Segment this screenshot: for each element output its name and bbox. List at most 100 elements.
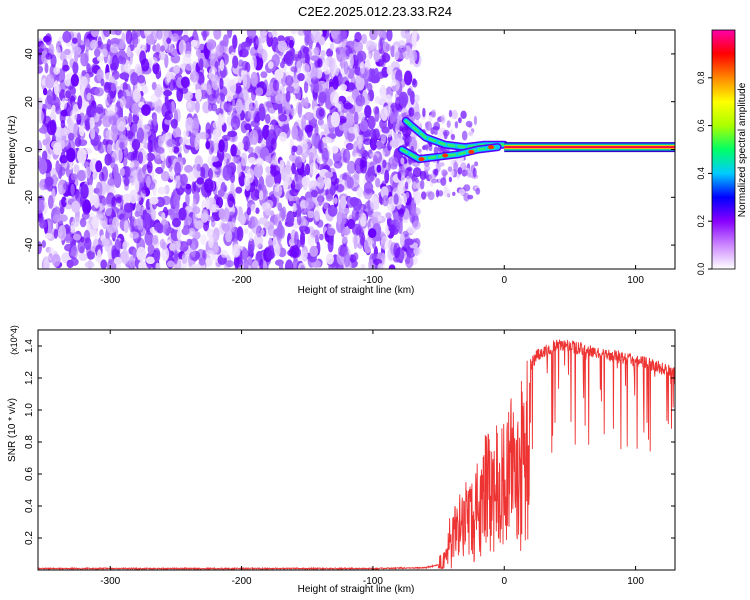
transition-speckle: [437, 163, 441, 172]
noise-speckle: [295, 181, 303, 190]
noise-speckle: [127, 130, 134, 140]
noise-speckle: [284, 36, 291, 43]
noise-speckle: [304, 197, 315, 210]
noise-speckle: [38, 241, 42, 255]
noise-speckle: [146, 175, 151, 189]
noise-speckle: [141, 44, 148, 51]
y-tick-label: 0.4: [24, 499, 35, 513]
noise-speckle: [235, 82, 242, 95]
noise-speckle: [160, 171, 170, 182]
noise-speckle: [38, 158, 48, 175]
y-tick-label: 0.6: [24, 467, 35, 481]
noise-speckle: [279, 131, 287, 142]
noise-speckle: [291, 125, 299, 140]
noise-speckle: [210, 215, 215, 223]
noise-speckle: [215, 108, 224, 116]
noise-speckle: [288, 39, 294, 49]
noise-speckle: [181, 252, 189, 263]
noise-speckle: [299, 225, 309, 232]
noise-speckle: [171, 33, 180, 42]
noise-speckle: [151, 206, 156, 222]
noise-speckle: [187, 171, 196, 182]
noise-speckle: [58, 225, 67, 241]
noise-speckle: [128, 112, 133, 128]
noise-speckle: [375, 30, 384, 36]
noise-speckle: [254, 100, 259, 114]
noise-speckle: [219, 59, 224, 72]
noise-speckle: [77, 139, 88, 147]
noise-speckle: [212, 128, 219, 142]
noise-speckle: [191, 120, 200, 136]
noise-speckle: [166, 71, 172, 83]
noise-speckle: [129, 171, 136, 187]
noise-speckle: [353, 252, 359, 261]
noise-speckle: [353, 171, 360, 181]
noise-speckle: [112, 216, 120, 229]
noise-speckle: [129, 231, 140, 239]
transition-speckle: [461, 130, 468, 141]
noise-speckle: [194, 136, 200, 151]
noise-speckle: [219, 77, 224, 90]
noise-speckle: [131, 102, 140, 115]
noise-speckle: [55, 160, 60, 173]
noise-speckle: [207, 94, 217, 106]
transition-speckle: [431, 178, 438, 184]
snr-series-line: [38, 339, 675, 570]
noise-speckle: [381, 52, 391, 63]
noise-speckle: [196, 177, 204, 185]
noise-speckle: [354, 31, 362, 43]
noise-speckle: [77, 95, 83, 110]
noise-speckle: [235, 186, 243, 194]
noise-speckle: [174, 161, 182, 176]
noise-speckle: [227, 130, 238, 138]
noise-speckle: [374, 106, 380, 123]
colorbar-tick-label: 0.8: [696, 72, 706, 85]
noise-speckle: [93, 194, 100, 208]
transition-speckle: [446, 120, 451, 128]
noise-speckle: [100, 78, 105, 87]
noise-speckle: [174, 175, 182, 189]
noise-speckle: [174, 136, 182, 147]
noise-speckle: [132, 32, 139, 48]
noise-speckle: [230, 144, 237, 157]
noise-speckle: [218, 139, 225, 153]
spectrogram-x-ticks: -300 -200 -100 0 100: [100, 30, 644, 286]
noise-speckle: [120, 56, 127, 65]
noise-speckle: [385, 212, 392, 219]
noise-speckle: [343, 60, 349, 75]
noise-speckle: [137, 74, 146, 84]
noise-speckle: [185, 183, 192, 190]
transition-speckle: [438, 190, 444, 197]
noise-speckle: [349, 196, 359, 207]
noise-speckle: [311, 30, 321, 43]
noise-speckle: [67, 132, 75, 141]
noise-speckle: [172, 194, 180, 208]
noise-speckle: [173, 250, 178, 265]
noise-speckle: [232, 34, 238, 50]
noise-speckle: [106, 143, 113, 154]
noise-speckle: [72, 233, 81, 241]
transition-speckle: [474, 161, 479, 167]
noise-speckle: [166, 138, 176, 147]
noise-speckle: [330, 91, 340, 106]
noise-speckle: [52, 214, 63, 223]
noise-speckle: [179, 137, 188, 146]
noise-speckle: [362, 138, 372, 145]
tone-line: [504, 146, 675, 149]
noise-speckle: [45, 73, 55, 89]
transition-speckle: [406, 166, 413, 172]
noise-speckle: [380, 106, 389, 121]
noise-speckle: [200, 234, 208, 246]
noise-speckle: [260, 71, 268, 79]
noise-speckle: [44, 176, 54, 187]
noise-speckle: [353, 124, 360, 136]
snr-y-multiplier: (x10^4): [9, 325, 19, 355]
noise-speckle: [38, 126, 49, 134]
transition-speckle: [435, 189, 440, 198]
noise-speckle: [286, 210, 295, 226]
noise-speckle: [113, 194, 122, 201]
noise-speckle: [307, 209, 315, 219]
noise-speckle: [205, 122, 211, 136]
transition-speckle: [405, 138, 410, 143]
noise-speckle: [119, 72, 130, 80]
